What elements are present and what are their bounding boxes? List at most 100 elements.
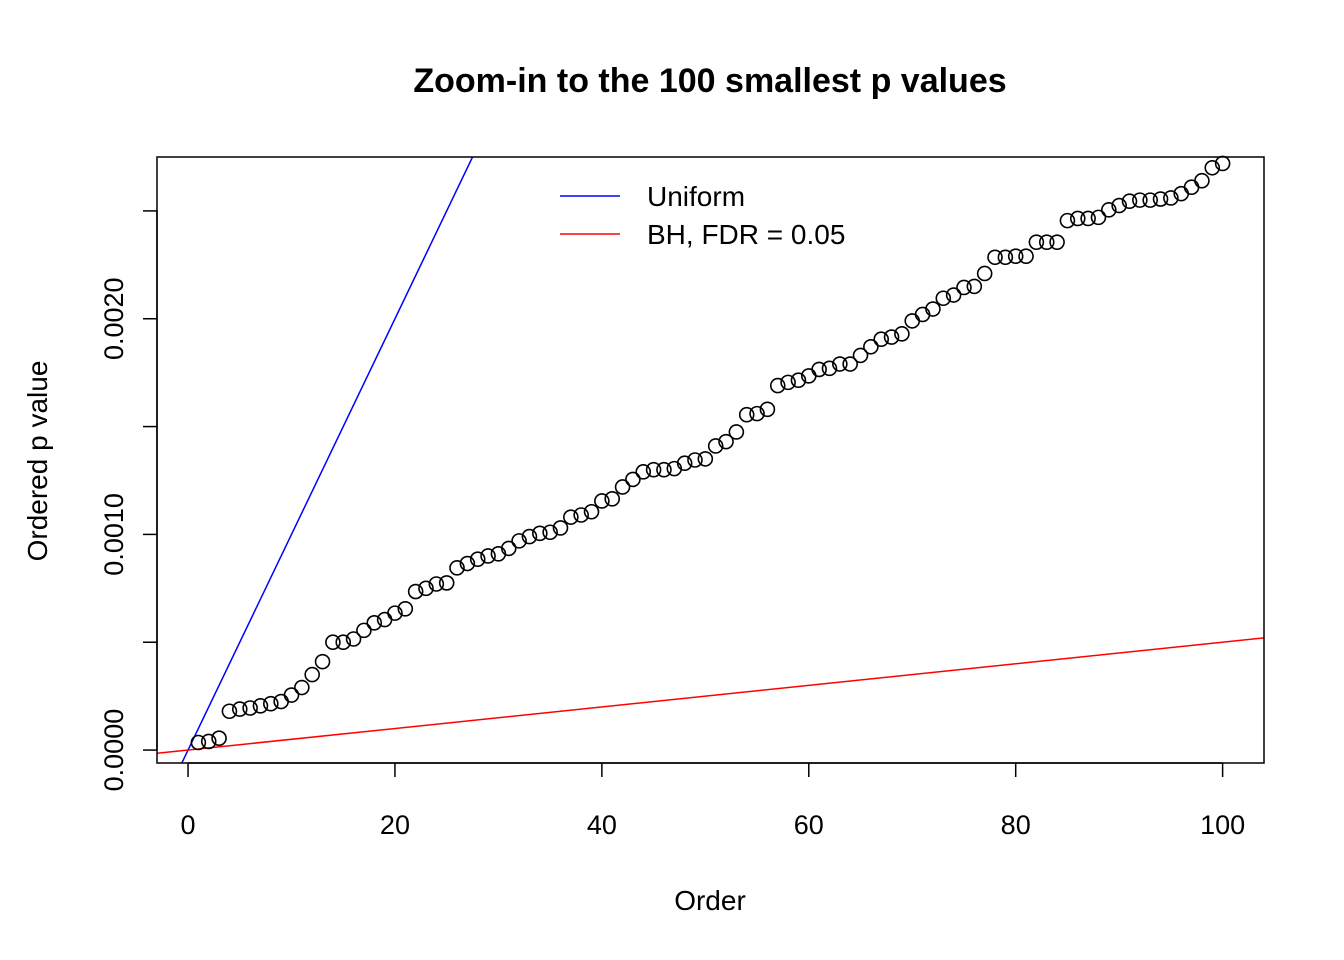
data-point xyxy=(294,679,310,696)
data-point xyxy=(759,401,776,418)
x-tick-label: 100 xyxy=(1200,810,1245,840)
data-point xyxy=(1080,210,1096,227)
data-point xyxy=(583,503,600,520)
data-point xyxy=(1194,172,1210,189)
y-tick-label: 0.0010 xyxy=(99,493,129,576)
data-point xyxy=(904,313,921,329)
data-point xyxy=(1204,159,1221,176)
legend-label-bh: BH, FDR = 0.05 xyxy=(647,219,845,250)
data-point xyxy=(438,575,455,591)
data-point xyxy=(200,733,217,750)
data-point xyxy=(707,438,724,454)
data-point xyxy=(945,287,962,303)
data-point xyxy=(1038,234,1055,250)
data-point xyxy=(852,347,869,364)
data-point xyxy=(231,701,248,717)
data-point xyxy=(221,703,238,720)
data-point xyxy=(428,576,445,592)
x-axis-label: Order xyxy=(674,885,746,916)
y-axis-label: Ordered p value xyxy=(22,361,53,562)
data-point xyxy=(449,560,465,576)
data-point xyxy=(635,464,652,480)
data-point xyxy=(387,605,403,621)
data-point xyxy=(842,356,858,372)
data-point xyxy=(821,360,838,377)
data-point xyxy=(728,424,745,440)
y-tick-label: 0.0020 xyxy=(99,277,129,360)
data-point xyxy=(749,405,765,422)
data-point xyxy=(500,540,517,557)
data-point xyxy=(1183,179,1200,195)
data-point xyxy=(511,533,527,549)
data-point xyxy=(987,249,1003,266)
data-point xyxy=(459,555,476,572)
data-point xyxy=(1101,202,1117,218)
data-point xyxy=(242,700,258,716)
data-point xyxy=(935,290,952,307)
data-point xyxy=(573,507,589,523)
reference-lines xyxy=(157,157,1264,763)
data-point xyxy=(966,278,983,295)
data-point xyxy=(356,622,372,639)
data-point xyxy=(314,653,331,670)
y-tick-label: 0.0000 xyxy=(99,709,129,792)
data-point xyxy=(531,525,548,542)
data-point xyxy=(997,249,1014,266)
data-point xyxy=(873,331,890,348)
data-point xyxy=(1028,234,1045,250)
data-point xyxy=(687,452,703,468)
data-point xyxy=(645,461,662,478)
data-point xyxy=(656,461,672,478)
data-point xyxy=(1069,210,1086,227)
data-point xyxy=(697,451,714,467)
data-point xyxy=(480,548,496,564)
uniform-line xyxy=(180,157,474,763)
data-point xyxy=(304,666,320,683)
data-point xyxy=(325,634,341,651)
data-point xyxy=(811,361,827,378)
data-point xyxy=(263,695,279,712)
data-point xyxy=(594,493,610,509)
data-point xyxy=(397,601,414,617)
data-point xyxy=(832,356,848,372)
data-point xyxy=(956,279,972,296)
x-tick-label: 80 xyxy=(1001,810,1031,840)
data-point xyxy=(1111,197,1127,214)
data-point xyxy=(976,265,993,282)
data-point xyxy=(863,338,879,355)
data-point xyxy=(552,520,569,536)
data-point xyxy=(407,583,424,600)
data-point xyxy=(769,377,786,394)
data-point xyxy=(563,509,579,525)
data-point xyxy=(335,634,352,651)
data-point xyxy=(883,329,900,345)
data-point xyxy=(1018,248,1034,265)
data-point xyxy=(1132,192,1148,208)
data-points xyxy=(190,155,1231,751)
data-point xyxy=(1059,212,1076,229)
data-point xyxy=(366,615,383,631)
data-point xyxy=(894,326,910,342)
data-point xyxy=(211,730,227,746)
data-point xyxy=(1142,192,1158,208)
legend-label-uniform: Uniform xyxy=(647,181,745,212)
data-point xyxy=(780,374,796,391)
data-point xyxy=(1049,234,1065,250)
data-point xyxy=(252,698,269,714)
data-point xyxy=(625,471,641,488)
data-point xyxy=(614,479,631,495)
data-point xyxy=(604,491,621,507)
x-tick-label: 40 xyxy=(587,810,617,840)
x-tick-label: 20 xyxy=(380,810,410,840)
data-point xyxy=(790,372,807,389)
data-point xyxy=(718,433,734,450)
data-point xyxy=(418,580,434,597)
data-point xyxy=(345,631,362,647)
data-point xyxy=(1163,190,1179,206)
data-point xyxy=(273,693,289,710)
legend: Uniform BH, FDR = 0.05 xyxy=(560,181,845,250)
bh-fdr-line xyxy=(157,637,1264,755)
chart-title: Zoom-in to the 100 smallest p values xyxy=(413,62,1006,100)
data-point xyxy=(1007,248,1024,265)
